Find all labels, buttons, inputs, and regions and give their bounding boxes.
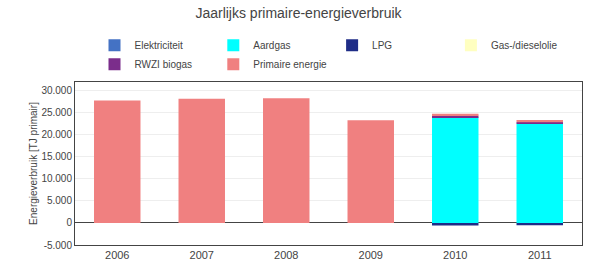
svg-text:2007: 2007 bbox=[190, 249, 214, 261]
svg-text:Energieverbruik [TJ primair]: Energieverbruik [TJ primair] bbox=[28, 102, 39, 225]
svg-text:Gas-/dieselolie: Gas-/dieselolie bbox=[491, 40, 558, 51]
svg-text:LPG: LPG bbox=[372, 40, 392, 51]
svg-text:-5.000: -5.000 bbox=[44, 240, 73, 251]
svg-text:2008: 2008 bbox=[274, 249, 298, 261]
svg-text:20.000: 20.000 bbox=[41, 129, 72, 140]
svg-text:5.000: 5.000 bbox=[47, 195, 72, 206]
svg-text:Jaarlijks primaire-energieverb: Jaarlijks primaire-energieverbruik bbox=[195, 5, 402, 21]
svg-text:10.000: 10.000 bbox=[41, 173, 72, 184]
svg-text:0: 0 bbox=[66, 217, 72, 228]
svg-text:Primaire energie: Primaire energie bbox=[253, 59, 327, 70]
svg-text:15.000: 15.000 bbox=[41, 151, 72, 162]
svg-text:2010: 2010 bbox=[443, 249, 467, 261]
svg-text:2009: 2009 bbox=[359, 249, 383, 261]
svg-text:2006: 2006 bbox=[105, 249, 129, 261]
svg-text:25.000: 25.000 bbox=[41, 107, 72, 118]
svg-text:Aardgas: Aardgas bbox=[253, 40, 290, 51]
svg-text:RWZI biogas: RWZI biogas bbox=[135, 59, 193, 70]
svg-text:Elektriciteit: Elektriciteit bbox=[135, 40, 184, 51]
svg-text:2011: 2011 bbox=[528, 249, 552, 261]
svg-text:30.000: 30.000 bbox=[41, 85, 72, 96]
